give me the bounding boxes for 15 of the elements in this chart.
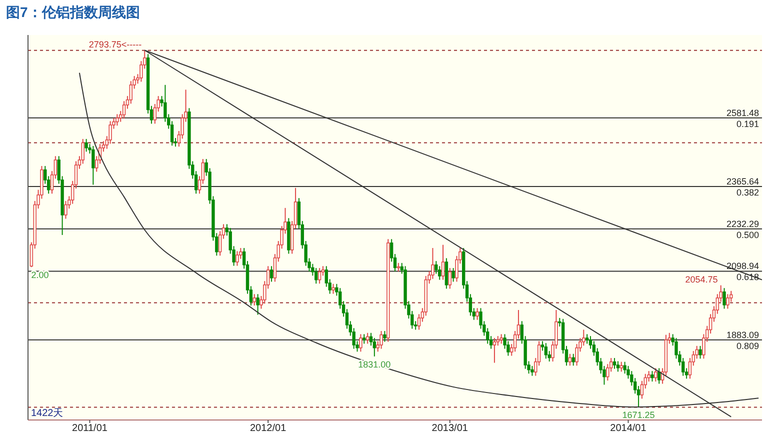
- annotation: 1671.25: [622, 410, 655, 420]
- x-tick-label: 2013/01: [432, 423, 468, 433]
- ref-line-label: 2581.48 0.191: [726, 108, 759, 129]
- annotation: 2793.75<-----: [88, 40, 142, 50]
- annotation: 2.00: [31, 270, 49, 280]
- ref-line-label: 1883.09 0.809: [726, 330, 759, 351]
- ref-line-label: 2232.29 0.500: [726, 218, 759, 240]
- ref-line-label: 2098.94 0.618: [726, 261, 759, 282]
- annotation: 2054.75: [685, 274, 718, 285]
- x-tick-label: 2014/01: [610, 423, 647, 433]
- chart-title: 图7：伦铝指数周线图: [6, 4, 140, 20]
- annotation: 1422天: [31, 408, 64, 419]
- ref-line-label: 2365.64 0.382: [726, 176, 759, 198]
- x-tick-label: 2012/01: [250, 423, 287, 433]
- x-tick-label: 2011/01: [72, 423, 108, 433]
